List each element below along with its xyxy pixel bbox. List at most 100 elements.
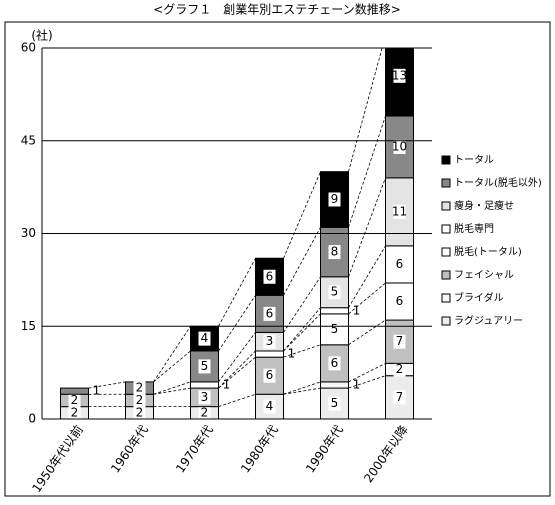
label-bg	[393, 390, 406, 405]
data-label: 1	[353, 377, 361, 391]
data-label: 13	[392, 68, 407, 82]
label-bg	[133, 405, 146, 419]
legend-swatch	[441, 178, 451, 188]
data-label: 5	[331, 396, 339, 410]
connector	[218, 295, 256, 352]
legend-label: トータル(脱毛以外)	[454, 176, 542, 189]
label-bg	[198, 405, 211, 419]
label-bg	[328, 396, 341, 411]
label-bg	[328, 356, 341, 371]
data-label: 6	[331, 356, 339, 370]
data-label: 7	[396, 390, 404, 404]
connector	[283, 307, 321, 352]
label-bg	[263, 368, 276, 383]
frame	[4, 21, 551, 497]
legend-label: 痩身・足痩せ	[454, 199, 514, 212]
y-tick-label: 60	[21, 41, 36, 55]
legend-swatch	[441, 293, 451, 303]
data-label: 6	[266, 368, 274, 382]
chart-title: <グラフ１ 創業年別エステチェーン数推移>	[153, 2, 401, 17]
data-label: 11	[392, 204, 407, 218]
data-label: 1	[93, 384, 101, 398]
data-label: 7	[396, 334, 404, 348]
y-tick-label: 0	[28, 412, 36, 426]
label-bg	[328, 192, 341, 207]
x-tick-label: 1970年代	[173, 423, 216, 476]
connector	[218, 356, 256, 389]
label-bg	[393, 68, 406, 83]
data-label: 2	[71, 405, 79, 419]
data-label: 10	[392, 139, 407, 153]
label-bg	[393, 334, 406, 349]
legend-swatch	[441, 247, 451, 257]
legend-swatch	[441, 316, 451, 326]
legend-label: 脱毛(トータル)	[454, 245, 522, 258]
connector	[283, 171, 321, 259]
connector	[348, 375, 386, 389]
connector	[348, 48, 383, 172]
data-label: 8	[331, 245, 339, 259]
connector	[283, 227, 321, 296]
x-tick-label: 1980年代	[238, 423, 281, 476]
connector	[348, 245, 386, 308]
label-bg	[393, 362, 406, 377]
data-label: 2	[136, 405, 144, 419]
data-label: 2	[71, 393, 79, 407]
bar-segment	[60, 387, 89, 395]
data-label: 4	[201, 331, 209, 345]
y-tick-label: 30	[21, 226, 36, 240]
y-tick-label: 45	[21, 133, 36, 147]
legend-swatch	[441, 201, 451, 211]
data-label: 2	[136, 381, 144, 395]
connector	[283, 344, 321, 358]
data-label: 6	[266, 306, 274, 320]
label-bg	[133, 393, 146, 408]
connector	[88, 381, 126, 389]
bar-segment	[320, 381, 349, 389]
connector	[348, 177, 386, 277]
connector	[283, 276, 321, 333]
legend-label: フェイシャル	[454, 270, 514, 281]
connector	[218, 393, 256, 408]
label-bg	[198, 331, 211, 346]
data-label: 5	[201, 359, 209, 373]
label-bg	[68, 393, 81, 408]
connector	[218, 350, 256, 389]
legend-swatch	[441, 155, 451, 165]
x-tick-label: 1990年代	[303, 423, 346, 476]
x-tick-label: 1950年代以前	[28, 422, 85, 495]
label-bg	[328, 245, 341, 260]
label-bg	[263, 399, 276, 414]
data-label: 6	[396, 257, 404, 271]
data-label: 6	[266, 269, 274, 283]
label-bg	[393, 257, 406, 272]
label-bg	[198, 390, 211, 405]
connector	[153, 381, 191, 395]
data-label: 6	[396, 294, 404, 308]
legend-label: 脱毛専門	[454, 222, 494, 235]
legend-swatch	[441, 270, 451, 280]
connector	[153, 350, 191, 383]
connector	[348, 362, 386, 383]
label-bg	[263, 306, 276, 321]
bar-segment	[190, 381, 219, 389]
connector	[283, 381, 321, 395]
y-axis-label: (社)	[31, 28, 52, 43]
data-label: 3	[266, 334, 274, 348]
data-label: 5	[331, 322, 339, 336]
bar-segment	[385, 115, 414, 179]
connector	[283, 313, 321, 352]
connector	[348, 282, 386, 315]
data-label: 3	[201, 390, 209, 404]
connector	[153, 387, 191, 395]
label-bg	[198, 359, 211, 374]
label-bg	[328, 285, 341, 300]
data-label: 2	[136, 393, 144, 407]
data-label: 2	[201, 405, 209, 419]
connector	[348, 115, 386, 228]
data-label: 1	[223, 377, 231, 391]
legend-label: ブライダル	[454, 291, 504, 304]
y-tick-label: 15	[21, 319, 36, 333]
x-tick-label: 1960年代	[108, 423, 151, 476]
data-label: 1	[288, 347, 296, 361]
